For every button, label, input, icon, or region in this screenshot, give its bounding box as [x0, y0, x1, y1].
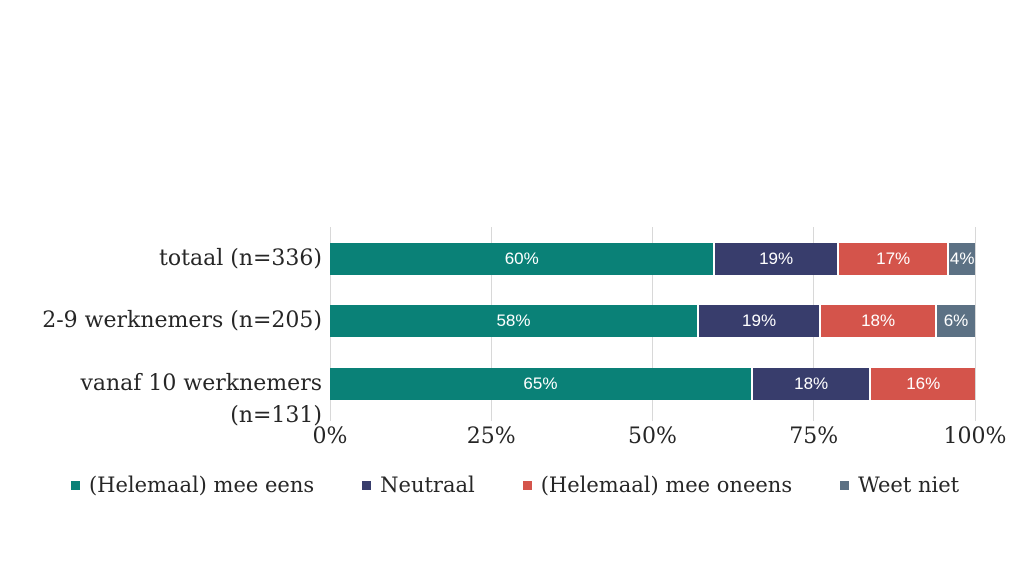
bar-segment: 6%	[937, 305, 975, 337]
category-label: totaal (n=336)	[159, 246, 322, 271]
legend-label: Neutraal	[380, 473, 475, 497]
legend: (Helemaal) mee eens Neutraal (Helemaal) me…	[0, 473, 1030, 497]
gridline-100%	[974, 227, 976, 421]
category-label: 2-9 werknemers (n=205)	[42, 308, 322, 333]
x-tick-label: 25%	[466, 424, 516, 449]
bar-segment: 58%	[330, 305, 697, 337]
x-tick-label: 100%	[943, 424, 1007, 449]
category-label: vanaf 10 werknemers (n=131)	[80, 371, 322, 428]
legend-item: (Helemaal) mee eens	[70, 473, 315, 497]
legend-item: (Helemaal) mee oneens	[522, 473, 793, 497]
plot-area: 60% 19% 17% 4% 58% 19% 18% 6% 65% 18% 16%	[329, 227, 976, 421]
legend-label: (Helemaal) mee oneens	[540, 473, 793, 497]
bar-row: 65% 18% 16%	[330, 368, 975, 400]
legend-marker-icon	[522, 480, 532, 490]
bar-segment: 16%	[871, 368, 975, 400]
x-tick-label: 75%	[789, 424, 839, 449]
bar-row: 60% 19% 17% 4%	[330, 243, 975, 275]
legend-marker-icon	[840, 480, 850, 490]
legend-label: (Helemaal) mee eens	[88, 473, 315, 497]
bar-segment: 4%	[949, 243, 975, 275]
legend-item: Weet niet	[840, 473, 959, 497]
legend-marker-icon	[362, 480, 372, 490]
bar-segment: 60%	[330, 243, 714, 275]
legend-marker-icon	[70, 480, 80, 490]
bar-segment: 19%	[715, 243, 837, 275]
bar-segment: 65%	[330, 368, 751, 400]
bar-segment: 17%	[838, 243, 948, 275]
bar-segment: 19%	[698, 305, 820, 337]
x-tick-label: 0%	[312, 424, 348, 449]
bar-segment: 18%	[821, 305, 936, 337]
legend-item: Neutraal	[362, 473, 475, 497]
x-tick-label: 50%	[628, 424, 677, 449]
bar-row: 58% 19% 18% 6%	[330, 305, 975, 337]
legend-label: Weet niet	[858, 473, 960, 497]
bar-segment: 18%	[752, 368, 870, 400]
